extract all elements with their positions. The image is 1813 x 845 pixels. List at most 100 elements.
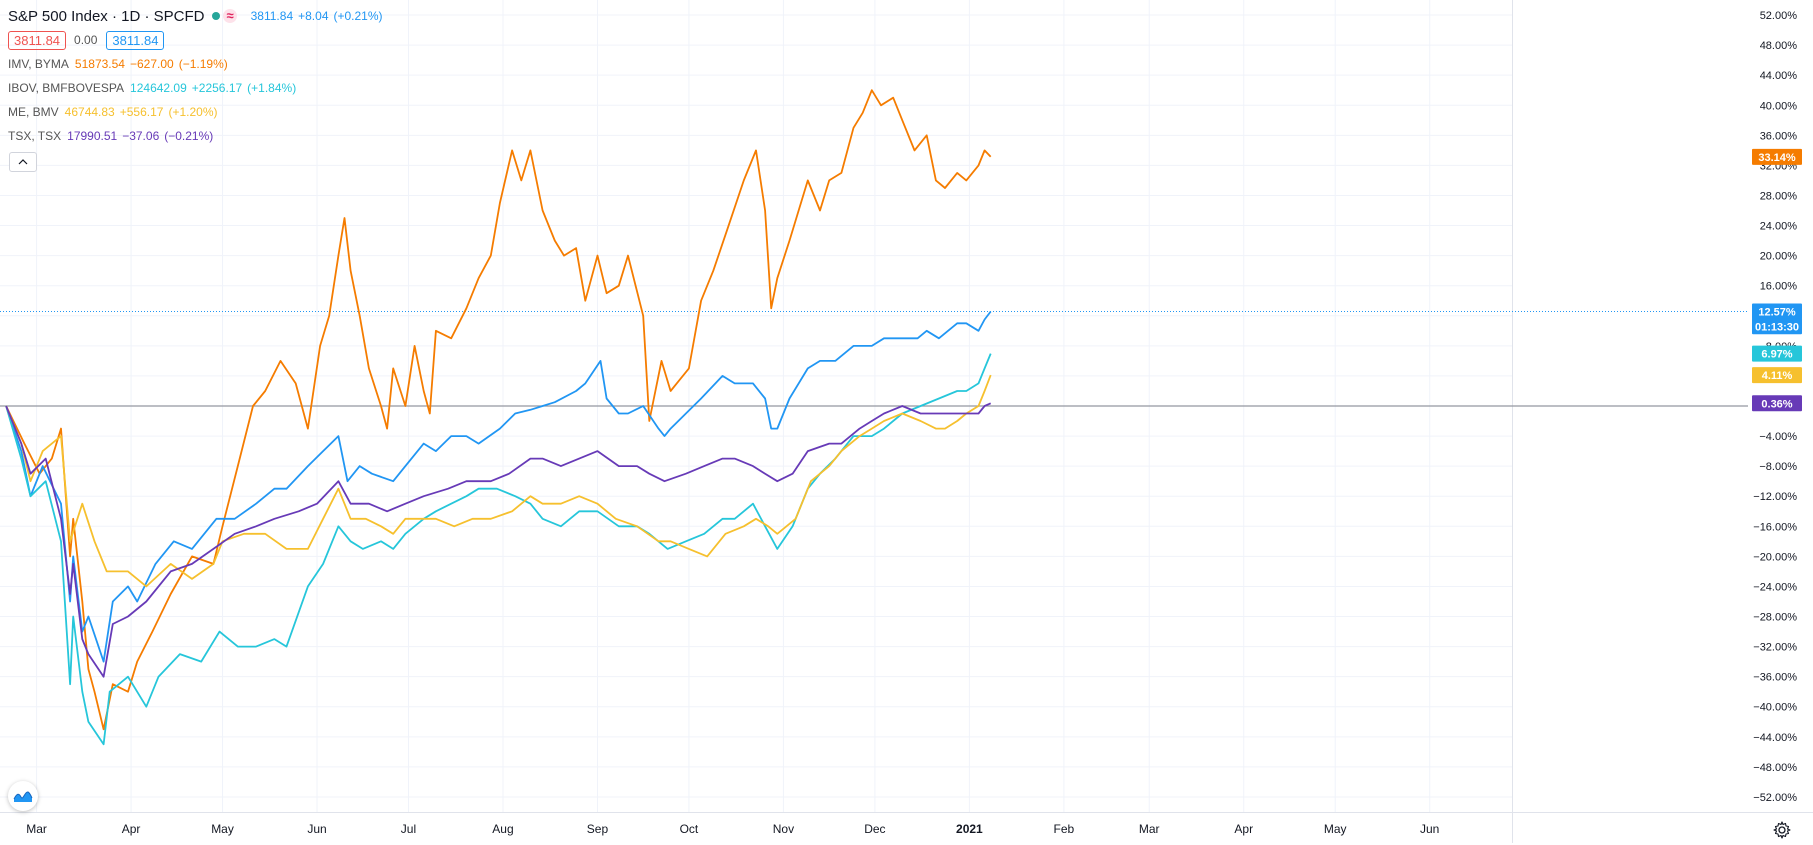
last-value-text: 01:13:30 <box>1755 321 1799 333</box>
compare-series-row[interactable]: IBOV, BMFBOVESPA 124642.09 +2256.17 (+1.84%… <box>8 76 383 100</box>
series-line-spx <box>5 310 992 663</box>
status-indicators: ≈ <box>212 9 237 23</box>
x-tick-label: Sep <box>587 822 609 836</box>
series-layer <box>5 89 992 746</box>
buy-price-button[interactable]: 3811.84 <box>106 30 165 50</box>
series-change: +556.17 <box>119 105 164 119</box>
y-tick-label: 16.00% <box>1760 281 1798 293</box>
y-tick-label: −36.00% <box>1753 672 1797 684</box>
market-status-icon <box>212 12 221 20</box>
x-tick-label: Jun <box>307 822 326 836</box>
sell-price-button[interactable]: 3811.84 <box>8 30 67 50</box>
last-value-text: 6.97% <box>1761 349 1792 361</box>
compare-series-row[interactable]: TSX, TSX 17990.51 −37.06 (−0.21%) <box>8 124 383 148</box>
chart-settings-button[interactable] <box>1772 820 1794 842</box>
y-tick-label: −48.00% <box>1753 762 1797 774</box>
series-value: 46744.83 <box>64 105 115 119</box>
series-change-pct: (−0.21%) <box>164 129 214 143</box>
last-value-tag <box>1752 395 1802 412</box>
last-value-tag <box>1752 318 1802 335</box>
series-name: IBOV, BMFBOVESPA <box>8 81 125 95</box>
x-tick-label: Aug <box>492 822 513 836</box>
tradingview-logo-icon <box>13 791 33 802</box>
series-change: −37.06 <box>122 129 160 143</box>
baseline <box>0 310 1748 407</box>
last-value-text: 12.57% <box>1758 306 1796 318</box>
series-change-pct: (−1.19%) <box>178 57 228 71</box>
y-tick-label: 48.00% <box>1760 40 1798 52</box>
compare-series-list: IMV, BYMA 51873.54 −627.00 (−1.19%) IBOV, BM… <box>8 52 383 148</box>
y-tick-label: 52.00% <box>1760 10 1798 22</box>
y-tick-label: 36.00% <box>1760 130 1798 142</box>
series-value: 17990.51 <box>67 129 118 143</box>
collapse-legend-button[interactable] <box>9 152 37 172</box>
series-change-pct: (+1.20%) <box>168 105 218 119</box>
x-tick-label: Feb <box>1054 822 1075 836</box>
x-tick-label: Apr <box>122 822 141 836</box>
y-tick-label: −44.00% <box>1753 732 1797 744</box>
last-value-tag <box>1752 345 1802 362</box>
series-line-me <box>5 374 992 588</box>
last-value-text: 4.11% <box>1762 370 1793 382</box>
last-value-tag <box>1752 303 1802 320</box>
last-value-tag <box>1752 148 1802 165</box>
x-tick-label: 2021 <box>956 822 983 836</box>
y-tick-label: 40.00% <box>1760 100 1798 112</box>
x-tick-label: Mar <box>1139 822 1160 836</box>
chevron-up-icon <box>18 159 28 165</box>
y-tick-label: 24.00% <box>1760 221 1798 233</box>
y-tick-label: −24.00% <box>1753 581 1797 593</box>
y-tick-label: 28.00% <box>1760 190 1798 202</box>
main-change-pct: (+0.21%) <box>333 9 383 23</box>
compare-series-row[interactable]: ME, BMV 46744.83 +556.17 (+1.20%) <box>8 100 383 124</box>
data-delay-icon: ≈ <box>223 9 237 23</box>
series-line-tsx <box>5 402 992 678</box>
last-value-tag <box>1752 367 1802 384</box>
series-change: −627.00 <box>129 57 174 71</box>
series-change: +2256.17 <box>191 81 243 95</box>
last-value-text: 0.36% <box>1761 398 1792 410</box>
x-tick-label: Dec <box>864 822 885 836</box>
y-tick-label: −40.00% <box>1753 702 1797 714</box>
gear-icon <box>1773 821 1791 839</box>
legend: S&P 500 Index · 1D · SPCFD ≈ 3811.84 +8.… <box>8 4 383 172</box>
x-tick-label: Mar <box>26 822 47 836</box>
y-tick-label: −32.00% <box>1753 642 1797 654</box>
series-line-imv <box>5 89 992 731</box>
series-value: 51873.54 <box>74 57 125 71</box>
main-series-row: S&P 500 Index · 1D · SPCFD ≈ 3811.84 +8.… <box>8 4 383 28</box>
time-axis[interactable]: Mar Apr May Jun Jul Aug Sep Oct Nov Dec 2021 Feb Mar… <box>26 822 1439 836</box>
y-tick-label: −52.00% <box>1753 792 1797 804</box>
y-tick-label: 20.00% <box>1760 251 1798 263</box>
spread-value: 0.00 <box>74 33 98 47</box>
series-line-ibov <box>5 353 992 746</box>
series-name: IMV, BYMA <box>8 57 69 71</box>
y-tick-label: 44.00% <box>1760 70 1798 82</box>
y-tick-label: −16.00% <box>1753 521 1797 533</box>
main-value: 3811.84 <box>250 9 294 23</box>
tradingview-logo-button[interactable] <box>8 781 38 811</box>
main-change: +8.04 <box>298 9 329 23</box>
y-tick-label: −20.00% <box>1753 551 1797 563</box>
x-tick-label: May <box>1324 822 1347 836</box>
x-tick-label: Jun <box>1420 822 1439 836</box>
y-tick-label: −8.00% <box>1759 461 1797 473</box>
last-value-text: 33.14% <box>1758 152 1796 164</box>
last-value-labels: 33.14% 12.57% 01:13:30 6.97% 4.11% 0.36% <box>1752 148 1802 412</box>
symbol-title[interactable]: S&P 500 Index · 1D · SPCFD <box>8 7 205 25</box>
series-name: TSX, TSX <box>8 129 62 143</box>
series-value: 124642.09 <box>130 81 187 95</box>
x-tick-label: Oct <box>680 822 699 836</box>
y-tick-label: −12.00% <box>1753 491 1797 503</box>
x-tick-label: Jul <box>401 822 416 836</box>
series-name: ME, BMV <box>8 105 59 119</box>
x-tick-label: Apr <box>1234 822 1253 836</box>
x-tick-label: May <box>211 822 234 836</box>
compare-series-row[interactable]: IMV, BYMA 51873.54 −627.00 (−1.19%) <box>8 52 383 76</box>
bid-ask-row: 3811.84 0.00 3811.84 <box>8 28 383 52</box>
y-tick-label: −4.00% <box>1759 431 1797 443</box>
series-change-pct: (+1.84%) <box>247 81 297 95</box>
x-tick-label: Nov <box>773 822 794 836</box>
